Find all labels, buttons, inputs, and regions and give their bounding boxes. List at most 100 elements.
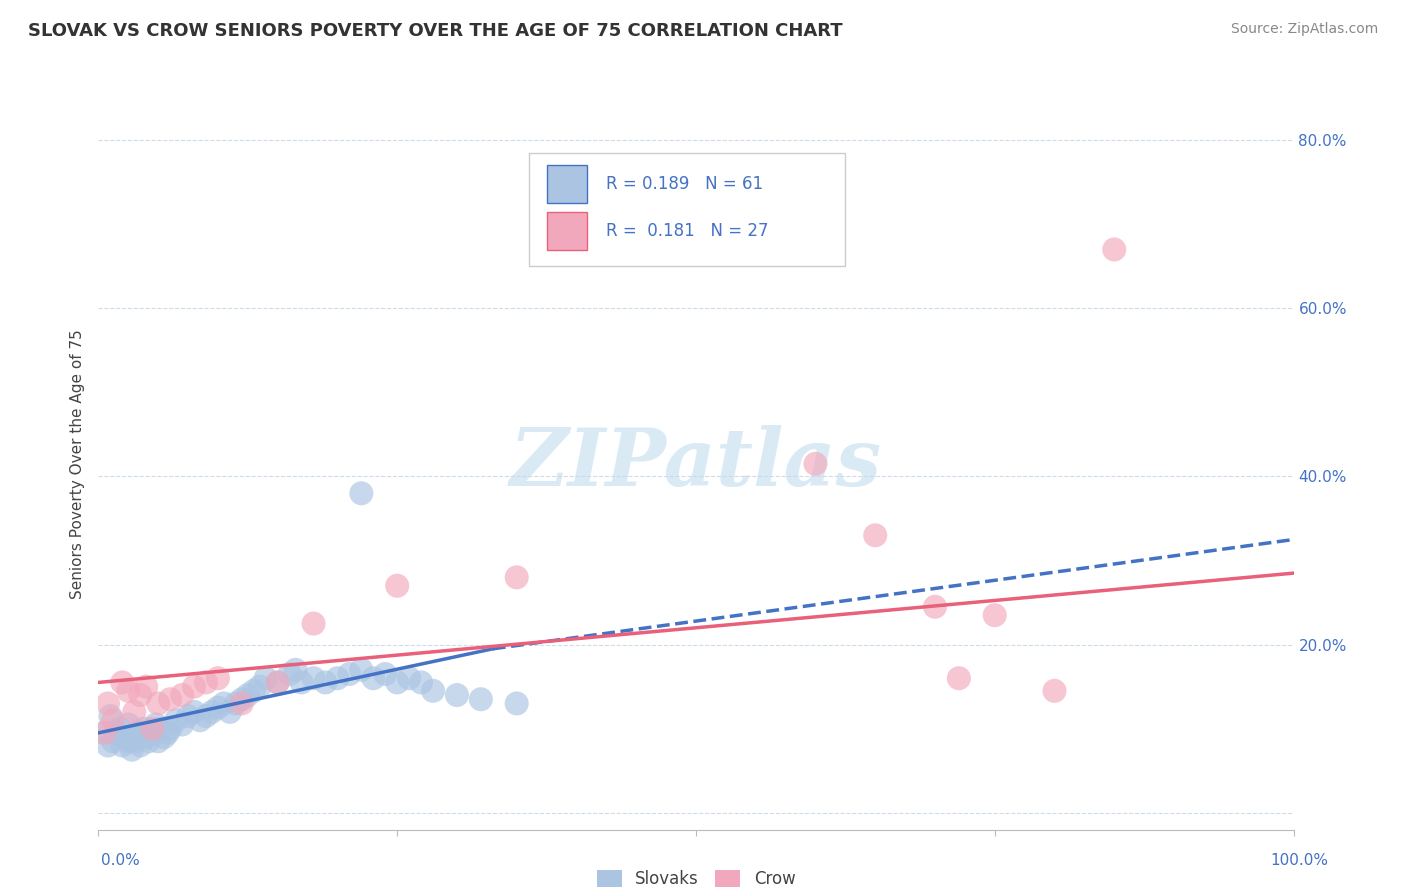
- Point: [411, 675, 433, 690]
- Point: [183, 705, 205, 719]
- Point: [141, 722, 163, 736]
- Point: [350, 486, 373, 500]
- Point: [422, 683, 444, 698]
- Point: [129, 726, 152, 740]
- Text: Source: ZipAtlas.com: Source: ZipAtlas.com: [1230, 22, 1378, 37]
- Point: [159, 722, 181, 736]
- Point: [385, 675, 409, 690]
- Point: [983, 608, 1005, 623]
- Point: [236, 688, 259, 702]
- Text: R = 0.189   N = 61: R = 0.189 N = 61: [606, 175, 763, 193]
- Point: [363, 671, 385, 685]
- Point: [114, 730, 136, 744]
- Point: [506, 697, 529, 711]
- Point: [111, 739, 134, 753]
- Point: [108, 722, 131, 736]
- Point: [219, 705, 242, 719]
- Point: [149, 722, 172, 736]
- Point: [101, 734, 124, 748]
- Text: ZIPatlas: ZIPatlas: [510, 425, 882, 502]
- Point: [267, 675, 290, 690]
- Point: [385, 579, 409, 593]
- Point: [207, 700, 229, 714]
- Point: [350, 663, 373, 677]
- Point: [117, 683, 139, 698]
- Text: 0.0%: 0.0%: [101, 854, 141, 868]
- Point: [1043, 683, 1066, 698]
- FancyBboxPatch shape: [529, 153, 845, 267]
- Legend: Slovaks, Crow: Slovaks, Crow: [591, 863, 801, 892]
- Point: [172, 688, 194, 702]
- Point: [302, 616, 325, 631]
- Point: [290, 675, 312, 690]
- Point: [278, 667, 301, 681]
- Point: [156, 726, 179, 740]
- Point: [172, 717, 194, 731]
- Point: [183, 680, 205, 694]
- Point: [97, 739, 120, 753]
- Point: [93, 726, 115, 740]
- Point: [315, 675, 337, 690]
- Point: [121, 742, 143, 756]
- Point: [302, 671, 325, 685]
- Point: [231, 692, 253, 706]
- Point: [148, 734, 170, 748]
- Point: [249, 680, 271, 694]
- Point: [98, 709, 122, 723]
- Point: [201, 705, 224, 719]
- Point: [337, 667, 360, 681]
- Point: [374, 667, 396, 681]
- Text: SLOVAK VS CROW SENIORS POVERTY OVER THE AGE OF 75 CORRELATION CHART: SLOVAK VS CROW SENIORS POVERTY OVER THE …: [28, 22, 842, 40]
- Point: [124, 705, 146, 719]
- Point: [153, 730, 176, 744]
- Point: [188, 713, 211, 727]
- Point: [97, 697, 120, 711]
- Point: [125, 726, 148, 740]
- Point: [124, 734, 146, 748]
- Point: [132, 722, 155, 736]
- Point: [924, 599, 946, 614]
- Point: [398, 671, 420, 685]
- Point: [212, 697, 235, 711]
- Point: [117, 717, 139, 731]
- FancyBboxPatch shape: [547, 212, 588, 251]
- Point: [93, 726, 115, 740]
- Point: [207, 671, 229, 685]
- Point: [326, 671, 349, 685]
- Point: [284, 663, 307, 677]
- Point: [506, 570, 529, 584]
- Point: [194, 709, 217, 723]
- Point: [129, 688, 152, 702]
- Point: [135, 680, 157, 694]
- FancyBboxPatch shape: [547, 165, 588, 202]
- Point: [141, 726, 163, 740]
- Text: 100.0%: 100.0%: [1271, 854, 1329, 868]
- Point: [111, 675, 134, 690]
- Point: [225, 697, 247, 711]
- Point: [129, 739, 152, 753]
- Point: [470, 692, 492, 706]
- Point: [145, 717, 167, 731]
- Point: [1102, 243, 1125, 257]
- Point: [177, 709, 200, 723]
- Point: [243, 683, 266, 698]
- Text: R =  0.181   N = 27: R = 0.181 N = 27: [606, 222, 769, 240]
- Point: [863, 528, 886, 542]
- Point: [101, 713, 124, 727]
- Point: [159, 692, 181, 706]
- Point: [138, 734, 160, 748]
- Point: [117, 734, 139, 748]
- Point: [231, 697, 253, 711]
- Point: [135, 730, 157, 744]
- Point: [254, 671, 277, 685]
- Point: [165, 713, 187, 727]
- Point: [105, 726, 128, 740]
- Point: [948, 671, 970, 685]
- Point: [804, 457, 827, 471]
- Point: [148, 697, 170, 711]
- Point: [446, 688, 468, 702]
- Y-axis label: Seniors Poverty Over the Age of 75: Seniors Poverty Over the Age of 75: [69, 329, 84, 599]
- Point: [194, 675, 217, 690]
- Point: [267, 675, 290, 690]
- Point: [124, 730, 146, 744]
